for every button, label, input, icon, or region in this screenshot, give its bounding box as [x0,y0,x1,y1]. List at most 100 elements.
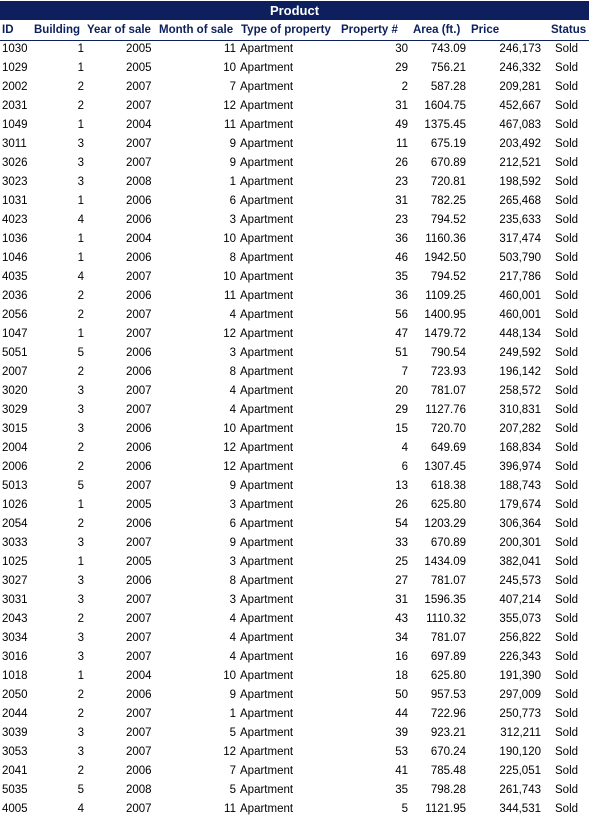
cell-building[interactable]: 3 [77,138,84,150]
cell-id[interactable]: 1026 [2,499,28,511]
cell-status[interactable]: Sold [555,632,579,644]
cell-property[interactable]: 51 [395,347,408,359]
cell-area[interactable]: 1160.36 [425,233,466,245]
cell-building[interactable]: 2 [77,100,84,112]
cell-year[interactable]: 2006 [126,366,152,378]
cell-year[interactable]: 2006 [126,252,152,264]
cell-price[interactable]: 310,831 [499,404,541,416]
cell-price[interactable]: 217,786 [499,271,541,283]
cell-property[interactable]: 30 [395,43,408,55]
cell-type[interactable]: Apartment [240,328,294,340]
cell-year[interactable]: 2007 [126,271,152,283]
cell-price[interactable]: 250,773 [499,708,541,720]
cell-building[interactable]: 1 [77,252,84,264]
cell-price[interactable]: 452,667 [499,100,541,112]
cell-building[interactable]: 2 [77,290,84,302]
cell-type[interactable]: Apartment [240,233,294,245]
cell-building[interactable]: 2 [77,765,84,777]
header-type-of-property[interactable]: Type of property [241,24,331,36]
cell-month[interactable]: 4 [229,632,236,644]
cell-month[interactable]: 7 [229,81,236,93]
cell-type[interactable]: Apartment [240,347,294,359]
cell-status[interactable]: Sold [555,404,579,416]
cell-property[interactable]: 43 [395,613,408,625]
cell-id[interactable]: 1047 [2,328,28,340]
cell-id[interactable]: 3023 [2,176,28,188]
cell-type[interactable]: Apartment [240,480,294,492]
cell-price[interactable]: 246,173 [499,43,541,55]
cell-building[interactable]: 5 [77,784,84,796]
cell-id[interactable]: 1036 [2,233,28,245]
cell-property[interactable]: 25 [395,556,408,568]
cell-area[interactable]: 1434.09 [424,556,466,568]
table-row[interactable]: 2004 2 2006 12 Apartment 4 649.69 168,834 Sold [0,439,589,458]
cell-month[interactable]: 7 [229,765,236,777]
table-row[interactable]: 3034 3 2007 4 Apartment 34 781.07 256,822 Sold [0,629,589,648]
cell-area[interactable]: 670.89 [430,537,466,549]
cell-area[interactable]: 722.96 [430,708,466,720]
cell-property[interactable]: 11 [396,138,408,150]
cell-type[interactable]: Apartment [240,100,294,112]
cell-type[interactable]: Apartment [240,385,294,397]
cell-price[interactable]: 190,120 [499,746,541,758]
cell-id[interactable]: 4023 [2,214,28,226]
cell-property[interactable]: 36 [395,233,408,245]
cell-id[interactable]: 4005 [2,803,28,815]
table-row[interactable]: 3016 3 2007 4 Apartment 16 697.89 226,343 Sold [0,648,589,667]
cell-status[interactable]: Sold [555,347,579,359]
cell-year[interactable]: 2006 [126,689,152,701]
cell-price[interactable]: 297,009 [499,689,541,701]
cell-month[interactable]: 3 [229,556,236,568]
cell-status[interactable]: Sold [555,157,579,169]
cell-building[interactable]: 1 [77,499,84,511]
cell-year[interactable]: 2007 [126,651,152,663]
cell-status[interactable]: Sold [555,138,579,150]
cell-year[interactable]: 2005 [126,556,152,568]
cell-month[interactable]: 12 [223,442,236,454]
cell-price[interactable]: 261,743 [499,784,541,796]
cell-building[interactable]: 1 [77,119,84,131]
cell-type[interactable]: Apartment [240,556,294,568]
cell-area[interactable]: 720.81 [430,176,466,188]
cell-id[interactable]: 2041 [2,765,28,777]
cell-area[interactable]: 1203.29 [424,518,466,530]
cell-price[interactable]: 382,041 [499,556,541,568]
cell-price[interactable]: 258,572 [499,385,541,397]
header-building[interactable]: Building [34,24,80,36]
cell-type[interactable]: Apartment [240,594,294,606]
cell-area[interactable]: 670.24 [430,746,466,758]
cell-area[interactable]: 798.28 [430,784,466,796]
cell-price[interactable]: 249,592 [499,347,541,359]
cell-price[interactable]: 203,492 [499,138,541,150]
table-row[interactable]: 1018 1 2004 10 Apartment 18 625.80 191,390 Sold [0,667,589,686]
cell-status[interactable]: Sold [555,594,579,606]
table-row[interactable]: 5051 5 2006 3 Apartment 51 790.54 249,592 Sold [0,344,589,363]
cell-building[interactable]: 1 [77,556,84,568]
cell-type[interactable]: Apartment [240,499,294,511]
cell-year[interactable]: 2007 [126,480,152,492]
cell-property[interactable]: 39 [395,727,408,739]
cell-year[interactable]: 2006 [126,461,152,473]
cell-status[interactable]: Sold [555,765,579,777]
cell-building[interactable]: 3 [77,537,84,549]
cell-price[interactable]: 312,211 [500,727,541,739]
cell-building[interactable]: 1 [77,670,84,682]
cell-building[interactable]: 3 [77,385,84,397]
cell-property[interactable]: 16 [395,651,408,663]
cell-property[interactable]: 29 [395,62,408,74]
cell-month[interactable]: 12 [223,746,236,758]
table-row[interactable]: 3053 3 2007 12 Apartment 53 670.24 190,120 Sold [0,743,589,762]
table-row[interactable]: 2054 2 2006 6 Apartment 54 1203.29 306,364 Sold [0,515,589,534]
cell-month[interactable]: 4 [229,613,236,625]
cell-year[interactable]: 2006 [126,575,152,587]
cell-year[interactable]: 2006 [126,195,152,207]
cell-price[interactable]: 246,332 [499,62,541,74]
cell-month[interactable]: 11 [224,43,236,55]
cell-type[interactable]: Apartment [240,43,294,55]
cell-area[interactable]: 649.69 [430,442,466,454]
cell-year[interactable]: 2005 [126,43,152,55]
cell-property[interactable]: 49 [395,119,408,131]
cell-price[interactable]: 256,822 [499,632,541,644]
cell-type[interactable]: Apartment [240,176,294,188]
table-row[interactable]: 3015 3 2006 10 Apartment 15 720.70 207,282 Sold [0,420,589,439]
